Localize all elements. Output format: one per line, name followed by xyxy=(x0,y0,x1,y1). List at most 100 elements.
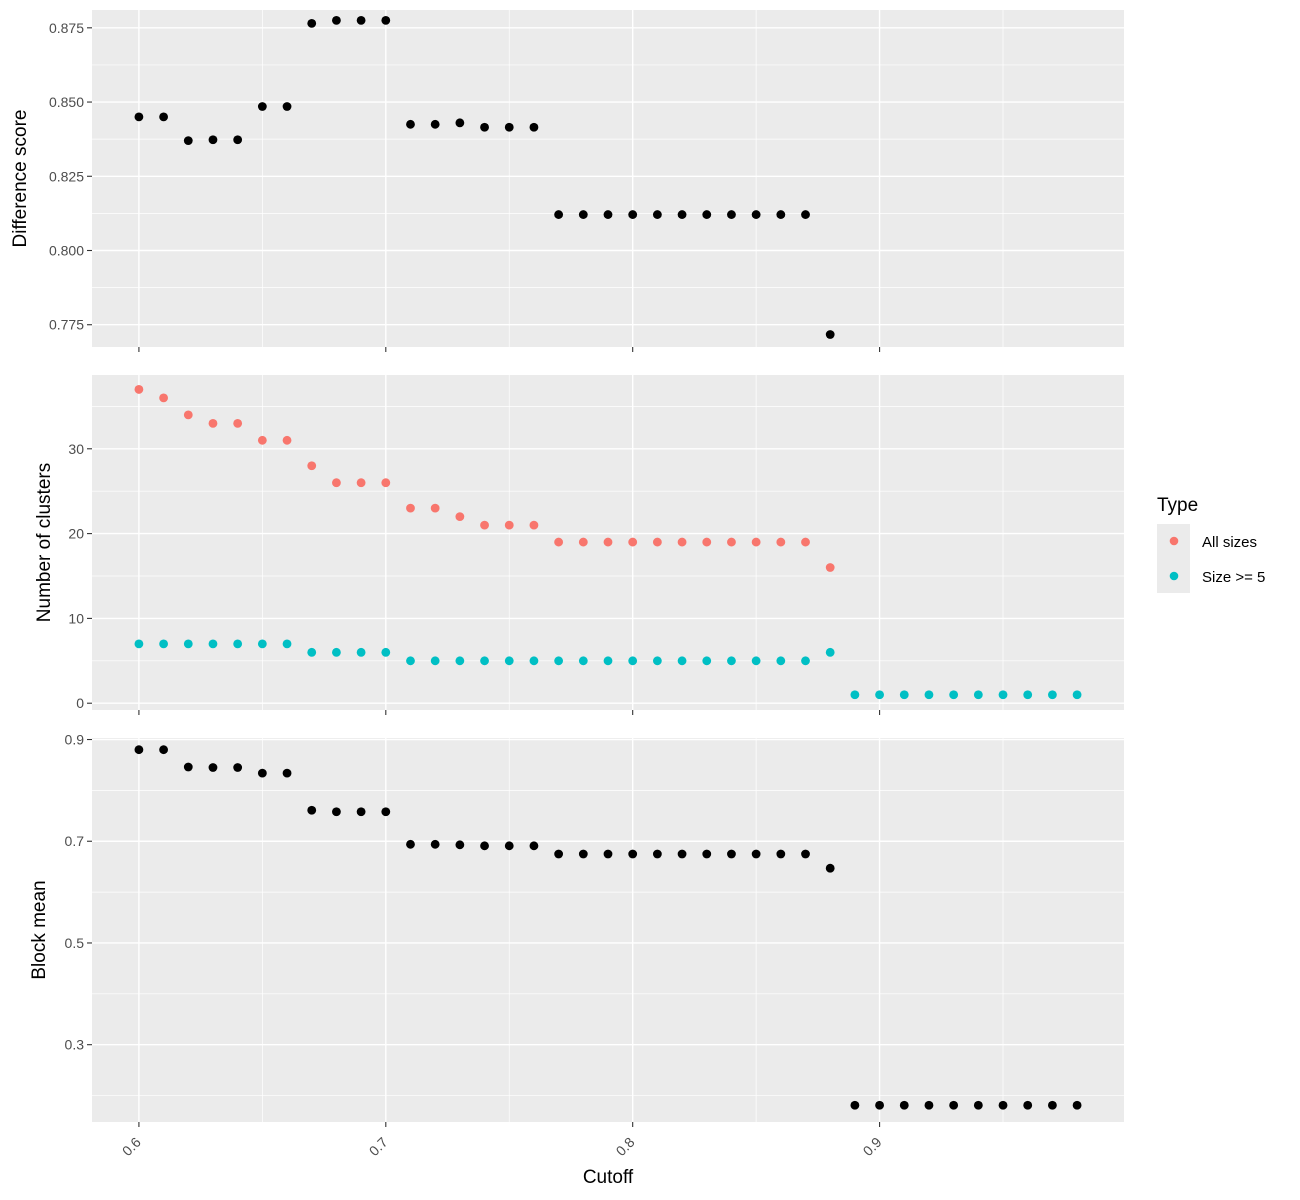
data-point-all-sizes: 0.79, 19 xyxy=(603,537,613,547)
data-point-difference-score: 0.69, 0.878 xyxy=(356,15,366,25)
data-point-size-5: 0.88, 6 xyxy=(825,647,835,657)
x-axis-title: Cutoff xyxy=(583,1167,634,1188)
data-point-all-sizes: 0.61, 36 xyxy=(159,393,168,403)
data-point-block-mean: 0.92, 0.181 xyxy=(924,1100,934,1110)
data-point-all-sizes: 0.82, 19 xyxy=(677,537,687,547)
series-difference-score: 0.6, 0.845 0.61, 0.845 0.62, 0.837 0.63, 0.… xyxy=(134,15,835,339)
panel-background xyxy=(92,10,1124,347)
data-point-size-5: 0.79, 5 xyxy=(603,656,613,666)
data-point-size-5: 0.92, 1 xyxy=(924,690,934,700)
data-point-block-mean: 0.65, 0.834 xyxy=(257,768,267,778)
data-point-size-5: 0.93, 1 xyxy=(949,690,959,700)
data-point-difference-score: 0.79, 0.812 xyxy=(603,210,613,219)
data-point-block-mean: 0.69, 0.758 xyxy=(356,807,366,817)
data-point-size-5: 0.77, 5 xyxy=(554,656,564,666)
data-point-block-mean: 0.95, 0.181 xyxy=(998,1100,1008,1110)
panels-group: 0.775 0.800 0.825 0.850 0.875 Difference scor… xyxy=(10,10,1124,1127)
panel-number-of-clusters: 0 10 20 30 Number of clusters 0.6, 37 0.61, 36… xyxy=(34,375,1124,715)
data-point-difference-score: 0.63, 0.837 xyxy=(208,135,218,145)
data-point-block-mean: 0.74, 0.691 xyxy=(480,841,489,851)
data-point-difference-score: 0.65, 0.849 xyxy=(257,102,267,111)
data-point-block-mean: 0.8, 0.675 xyxy=(628,849,638,859)
data-point-all-sizes: 0.62, 34 xyxy=(183,410,193,420)
data-point-all-sizes: 0.65, 31 xyxy=(257,435,267,445)
data-point-difference-score: 0.87, 0.812 xyxy=(801,210,810,219)
y-tick-label: 0.850 xyxy=(49,94,84,110)
data-point-difference-score: 0.83, 0.812 xyxy=(702,210,712,219)
y-tick-label: 0.7 xyxy=(65,833,85,849)
data-point-size-5: 0.62, 7 xyxy=(183,639,193,649)
data-point-block-mean: 0.79, 0.675 xyxy=(603,849,613,859)
data-point-size-5: 0.81, 5 xyxy=(652,656,662,666)
data-point-all-sizes: 0.63, 33 xyxy=(208,418,218,428)
data-point-block-mean: 0.94, 0.181 xyxy=(973,1100,983,1110)
data-point-difference-score: 0.68, 0.878 xyxy=(332,15,341,25)
data-point-size-5: 0.64, 7 xyxy=(233,639,243,649)
data-point-size-5: 0.74, 5 xyxy=(480,656,489,666)
data-point-all-sizes: 0.87, 19 xyxy=(801,537,810,547)
data-point-block-mean: 0.97, 0.181 xyxy=(1048,1100,1057,1110)
series-all-sizes: 0.6, 37 0.61, 36 0.62, 34 0.63, 33 0.64, 33 0… xyxy=(134,385,835,572)
data-point-block-mean: 0.82, 0.675 xyxy=(677,849,687,859)
data-point-difference-score: 0.77, 0.812 xyxy=(554,210,564,219)
x-tick-label: 0.8 xyxy=(613,1134,638,1159)
data-point-block-mean: 0.61, 0.88 xyxy=(159,745,168,755)
data-point-block-mean: 0.72, 0.694 xyxy=(430,839,440,849)
data-point-all-sizes: 0.8, 19 xyxy=(628,537,638,547)
y-tick-label: 20 xyxy=(68,526,84,542)
data-point-size-5: 0.63, 7 xyxy=(208,639,218,649)
panel-difference-score: 0.775 0.800 0.825 0.850 0.875 Difference scor… xyxy=(10,10,1124,352)
data-point-difference-score: 0.88, 0.772 xyxy=(825,330,835,339)
legend-key-size-ge-5 xyxy=(1169,571,1179,581)
data-point-size-5: 0.7, 6 xyxy=(381,647,391,657)
data-point-difference-score: 0.8, 0.812 xyxy=(628,210,638,219)
series-size-5: 0.6, 7 0.61, 7 0.62, 7 0.63, 7 0.64, 7 0.65, … xyxy=(134,639,1082,700)
data-point-all-sizes: 0.64, 33 xyxy=(233,418,243,428)
legend-title: Type xyxy=(1157,495,1198,516)
y-axis-title-difference-score: Difference score xyxy=(10,110,31,248)
data-point-size-5: 0.78, 5 xyxy=(578,656,588,666)
data-point-difference-score: 0.72, 0.843 xyxy=(430,119,440,129)
data-point-size-5: 0.61, 7 xyxy=(159,639,168,649)
data-point-difference-score: 0.78, 0.812 xyxy=(578,210,588,219)
data-point-all-sizes: 0.74, 21 xyxy=(480,520,489,530)
data-point-size-5: 0.72, 5 xyxy=(430,656,440,666)
y-axis-title-number-of-clusters: Number of clusters xyxy=(34,463,55,622)
x-axis-group: 0.6 0.7 0.8 0.9 xyxy=(119,1134,885,1159)
y-tick-label: 0.800 xyxy=(49,243,84,259)
panel-background xyxy=(92,738,1124,1122)
data-point-all-sizes: 0.75, 21 xyxy=(504,520,514,530)
data-point-all-sizes: 0.81, 19 xyxy=(652,537,662,547)
data-point-block-mean: 0.9, 0.181 xyxy=(875,1100,884,1110)
data-point-size-5: 0.82, 5 xyxy=(677,656,687,666)
data-point-block-mean: 0.73, 0.693 xyxy=(455,840,465,850)
data-point-difference-score: 0.81, 0.812 xyxy=(652,210,662,219)
data-point-all-sizes: 0.78, 19 xyxy=(578,537,588,547)
data-point-block-mean: 0.7, 0.758 xyxy=(381,807,391,817)
data-point-block-mean: 0.68, 0.758 xyxy=(332,807,341,817)
data-point-all-sizes: 0.72, 23 xyxy=(430,503,440,513)
data-point-difference-score: 0.7, 0.878 xyxy=(381,15,391,25)
y-tick-label: 0.775 xyxy=(49,317,84,333)
data-point-block-mean: 0.62, 0.846 xyxy=(183,762,193,772)
data-point-block-mean: 0.78, 0.675 xyxy=(578,849,588,859)
data-point-difference-score: 0.85, 0.812 xyxy=(751,210,761,219)
data-point-all-sizes: 0.77, 19 xyxy=(554,537,564,547)
data-point-difference-score: 0.76, 0.842 xyxy=(529,122,539,132)
data-point-difference-score: 0.66, 0.849 xyxy=(282,102,292,111)
data-point-size-5: 0.76, 5 xyxy=(529,656,539,666)
data-point-all-sizes: 0.86, 19 xyxy=(776,537,786,547)
data-point-block-mean: 0.83, 0.675 xyxy=(702,849,712,859)
data-point-all-sizes: 0.68, 26 xyxy=(332,478,341,488)
data-point-block-mean: 0.64, 0.845 xyxy=(233,763,243,772)
data-point-all-sizes: 0.67, 28 xyxy=(307,461,317,471)
data-point-size-5: 0.91, 1 xyxy=(899,690,909,700)
data-point-size-5: 0.98, 1 xyxy=(1072,690,1082,700)
data-point-size-5: 0.66, 7 xyxy=(282,639,292,649)
y-axis-title-block-mean: Block mean xyxy=(29,880,50,979)
data-point-size-5: 0.9, 1 xyxy=(875,690,884,700)
data-point-block-mean: 0.89, 0.181 xyxy=(850,1100,860,1110)
data-point-difference-score: 0.64, 0.837 xyxy=(233,135,243,145)
panel-block-mean: 0.3 0.5 0.7 0.9 Block mean 0.6, 0.88 0.61, 0.8… xyxy=(29,732,1124,1127)
y-tick-label: 0 xyxy=(76,695,84,711)
